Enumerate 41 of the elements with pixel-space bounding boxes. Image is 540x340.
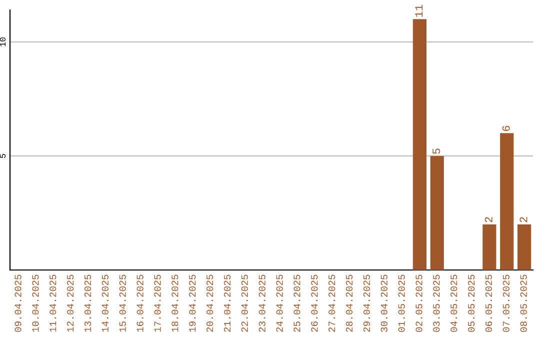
x-tick-label: 29.04.2025	[363, 274, 370, 332]
bar	[430, 156, 444, 270]
data-label: 6	[502, 126, 510, 131]
x-tick-label: 05.05.2025	[468, 274, 475, 332]
x-tick-label: 27.04.2025	[328, 274, 336, 332]
x-tick-label: 01.05.2025	[398, 274, 405, 332]
x-tick-label: 08.05.2025	[520, 274, 527, 332]
x-tick-label: 15.04.2025	[119, 274, 126, 332]
x-tick-label: 30.04.2025	[380, 274, 388, 332]
bar	[412, 19, 426, 270]
x-tick-label: 25.04.2025	[294, 274, 300, 332]
x-tick-label: 28.04.2025	[346, 274, 353, 332]
data-label: 11	[415, 4, 423, 17]
x-tick-label: 21.04.2025	[224, 274, 231, 332]
x-tick-label: 12.04.2025	[67, 274, 74, 332]
x-tick-label: 16.04.2025	[136, 274, 144, 332]
x-tick-label: 19.04.2025	[189, 274, 196, 332]
x-tick-label: 13.04.2025	[84, 274, 92, 332]
x-tick-label: 02.05.2025	[416, 274, 422, 332]
x-tick-label: 20.04.2025	[206, 274, 214, 332]
x-tick-label: 03.05.2025	[433, 274, 440, 332]
bar	[517, 224, 532, 270]
y-tick-label: 10	[0, 37, 6, 46]
x-tick-label: 23.04.2025	[258, 274, 266, 332]
bar	[500, 133, 514, 270]
x-tick-label: 06.05.2025	[485, 274, 492, 332]
x-tick-label: 18.04.2025	[172, 274, 178, 332]
x-tick-label: 26.04.2025	[311, 274, 318, 332]
x-tick-label: 10.04.2025	[32, 274, 39, 332]
x-tick-label: 11.04.2025	[50, 274, 56, 332]
data-label: 2	[484, 217, 492, 222]
x-tick-label: 22.04.2025	[241, 274, 248, 332]
x-tick-label: 07.05.2025	[502, 274, 510, 332]
x-tick-label: 09.04.2025	[14, 274, 22, 332]
x-tick-label: 24.04.2025	[276, 274, 283, 332]
data-label: 5	[432, 148, 440, 154]
data-label: 2	[520, 217, 528, 222]
bar	[482, 224, 496, 270]
x-tick-label: 17.04.2025	[154, 274, 161, 332]
x-tick-label: 04.05.2025	[450, 274, 458, 332]
x-tick-label: 14.04.2025	[102, 274, 108, 332]
